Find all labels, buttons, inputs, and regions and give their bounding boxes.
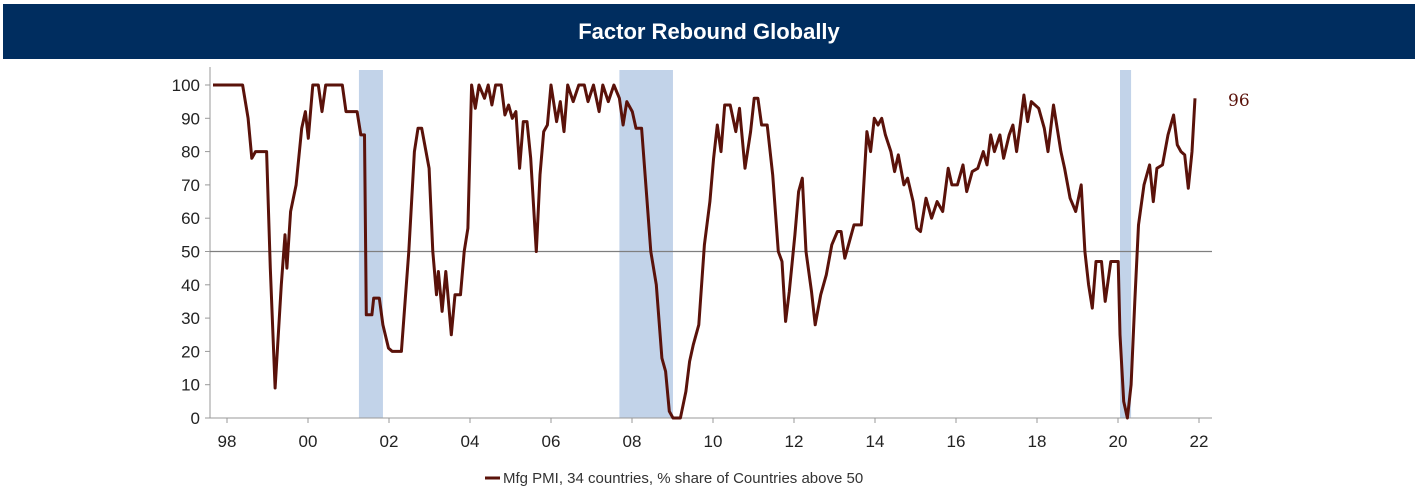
- x-tick-label-08: 08: [623, 432, 642, 451]
- x-tick-label-20: 20: [1109, 432, 1128, 451]
- y-tick-label-70: 70: [181, 176, 200, 195]
- x-tick-label-14: 14: [866, 432, 885, 451]
- y-tick-label-0: 0: [191, 409, 200, 428]
- shaded-period-1: [358, 70, 383, 418]
- series-line-mfg-pmi: [213, 83, 1197, 420]
- recession-shading: [358, 70, 1132, 418]
- labels: 96 Mfg PMI, 34 countries, % share of Coun…: [485, 91, 1250, 487]
- x-tick-label-02: 02: [380, 432, 399, 451]
- chart-title-banner: Factor Rebound Globally: [3, 4, 1415, 59]
- y-tick-label-10: 10: [181, 376, 200, 395]
- y-tick-label-50: 50: [181, 243, 200, 262]
- shaded-period-3: [1120, 70, 1132, 418]
- y-tick-label-20: 20: [181, 342, 200, 361]
- y-tick-label-90: 90: [181, 109, 200, 128]
- axes: 0 10 20 30 40 50 60 70 80 90 100 98 00 02 04 06 08 10 12 14…: [172, 67, 1212, 451]
- series-layer: [213, 83, 1197, 420]
- x-tick-label-00: 00: [299, 432, 318, 451]
- y-tick-label-80: 80: [181, 143, 200, 162]
- x-tick-label-22: 22: [1190, 432, 1209, 451]
- x-tick-label-12: 12: [785, 432, 804, 451]
- y-tick-label-30: 30: [181, 309, 200, 328]
- chart-title: Factor Rebound Globally: [578, 18, 840, 44]
- x-tick-label-04: 04: [461, 432, 480, 451]
- legend-label: Mfg PMI, 34 countries, % share of Countr…: [503, 470, 863, 487]
- end-value-label: 96: [1228, 91, 1250, 111]
- y-tick-label-60: 60: [181, 209, 200, 228]
- x-tick-label-98: 98: [218, 432, 237, 451]
- x-tick-label-16: 16: [947, 432, 966, 451]
- shaded-period-2: [619, 70, 673, 418]
- x-tick-label-10: 10: [704, 432, 723, 451]
- x-tick-label-18: 18: [1028, 432, 1047, 451]
- x-tick-label-06: 06: [542, 432, 561, 451]
- y-tick-label-40: 40: [181, 276, 200, 295]
- y-tick-label-100: 100: [172, 76, 200, 95]
